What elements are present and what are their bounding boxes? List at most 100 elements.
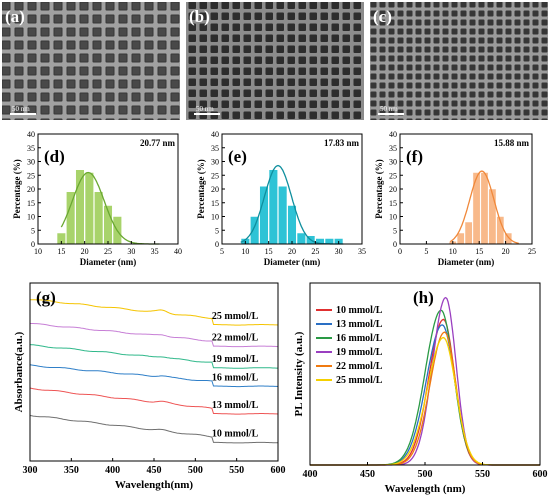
y-tick-label: 15 <box>389 199 397 208</box>
mean-size-label: 15.88 nm <box>494 138 530 148</box>
tem-image-a: 50 nm (a) <box>2 2 180 120</box>
x-tick-label: 20 <box>81 247 89 256</box>
y-tick-label: 10 <box>27 213 35 222</box>
x-tick-label: 300 <box>23 465 38 476</box>
hist-bar-d <box>66 191 76 245</box>
x-tick-label: 400 <box>105 465 120 476</box>
series-label: 25 mmol/L <box>212 311 259 322</box>
x-tick-label: 35 <box>151 247 159 256</box>
legend-label: 16 mmol/L <box>336 333 383 344</box>
x-tick-label: 450 <box>360 469 375 480</box>
histogram-f: 0 5 10 15 20 25 0 5 10 15 20 25 30 35 40 Diameter (nm) P… <box>374 130 536 267</box>
hist-bar-f <box>464 221 473 245</box>
x-tick-label: 500 <box>418 469 433 480</box>
hist-bar-e <box>259 186 269 245</box>
x-tick-label: 15 <box>265 247 273 256</box>
x-tick-label: 450 <box>147 465 162 476</box>
y-tick-label: 30 <box>211 158 219 167</box>
hist-bar-d <box>84 172 94 245</box>
hist-bar-e <box>250 216 260 245</box>
series-label: 19 mmol/L <box>212 354 259 365</box>
mean-size-label: 17.83 nm <box>324 138 360 148</box>
absorbance-line <box>29 415 278 444</box>
x-tick-label: 35 <box>358 247 366 256</box>
legend-label: 10 mmol/L <box>336 305 383 316</box>
hist-bar-d <box>94 191 104 245</box>
y-tick-label: 30 <box>27 158 35 167</box>
x-axis-label: Wavelength(nm) <box>115 479 194 491</box>
x-tick-label: 600 <box>271 465 286 476</box>
x-tick-label: 0 <box>398 247 402 256</box>
panel-label-d: (d) <box>44 147 65 166</box>
mean-size-label: 20.77 nm <box>140 138 176 148</box>
y-tick-label: 0 <box>31 240 35 249</box>
y-tick-label: 10 <box>389 213 397 222</box>
x-tick-label: 25 <box>528 247 536 256</box>
x-tick-label: 10 <box>449 247 457 256</box>
y-tick-label: 20 <box>27 185 35 194</box>
y-axis-label: Absorbance(a.u.) <box>13 331 25 412</box>
hist-bar-e <box>278 186 288 245</box>
y-tick-label: 35 <box>389 144 397 153</box>
fit-curve-f <box>449 170 519 244</box>
pl-line <box>310 324 540 466</box>
y-tick-label: 5 <box>31 226 35 235</box>
x-tick-label: 30 <box>335 247 343 256</box>
y-tick-label: 5 <box>393 226 397 235</box>
y-tick-label: 20 <box>211 185 219 194</box>
tem-image-c: 50 nm (c) <box>370 2 548 120</box>
x-axis-label: Diameter (nm) <box>438 257 495 267</box>
series-label: 22 mmol/L <box>212 332 259 343</box>
absorbance-line <box>29 344 278 369</box>
panel-label-a: (a) <box>5 7 25 26</box>
absorbance-line <box>29 387 279 415</box>
y-tick-label: 0 <box>393 240 397 249</box>
x-axis-label: Wavelength (nm) <box>385 483 466 495</box>
x-axis-label: Diameter (nm) <box>80 257 137 267</box>
histogram-d: 10 15 20 25 30 35 40 0 5 10 15 20 25 30 35 40 Diameter (… <box>12 130 182 267</box>
x-tick-label: 20 <box>502 247 510 256</box>
panel-label-c: (c) <box>373 7 392 26</box>
tem-image-b: 50 nm (b) <box>186 2 364 120</box>
series-label: 13 mmol/L <box>212 400 259 411</box>
y-tick-label: 15 <box>27 199 35 208</box>
x-tick-label: 5 <box>424 247 428 256</box>
y-tick-label: 25 <box>27 171 35 180</box>
y-axis-label: PL Intensity (a.u.) <box>293 331 305 416</box>
pl-chart: 10 mmol/L 13 mmol/L 16 mmol/L 19 mmol/L 22 m… <box>293 282 548 495</box>
y-tick-label: 15 <box>211 199 219 208</box>
x-tick-label: 30 <box>127 247 135 256</box>
y-axis-label: Percentage (%) <box>196 159 206 219</box>
hist-bar-f <box>488 188 497 245</box>
panel-label-f: (f) <box>406 147 423 166</box>
x-tick-label: 350 <box>64 465 79 476</box>
x-tick-label: 15 <box>475 247 483 256</box>
hist-bar-e <box>287 205 297 245</box>
x-tick-label: 600 <box>533 469 548 480</box>
legend-label: 25 mmol/L <box>336 375 383 386</box>
y-tick-label: 40 <box>27 130 35 139</box>
absorbance-chart: 25 mmol/L 22 mmol/L 19 mmol/L 16 mmol/L 13 m… <box>13 282 286 491</box>
y-tick-label: 30 <box>389 158 397 167</box>
y-tick-label: 40 <box>389 130 397 139</box>
hist-bar-e <box>268 169 278 245</box>
x-tick-label: 10 <box>241 247 249 256</box>
panel-label-g: (g) <box>36 288 56 307</box>
x-tick-label: 400 <box>303 469 318 480</box>
x-tick-label: 25 <box>104 247 112 256</box>
absorbance-line <box>29 364 279 388</box>
panel-label-b: (b) <box>189 7 210 26</box>
x-tick-label: 25 <box>311 247 319 256</box>
panel-label-h: (h) <box>413 288 434 307</box>
hist-bar-f <box>480 172 489 245</box>
scale-bar-label-a: 50 nm <box>12 105 30 113</box>
x-tick-label: 550 <box>475 469 490 480</box>
absorbance-line <box>29 299 279 326</box>
scale-bar-label-b: 50 nm <box>196 105 214 113</box>
hist-bar-e <box>324 238 334 245</box>
hist-bar-f <box>456 232 465 245</box>
legend-label: 22 mmol/L <box>336 361 383 372</box>
x-tick-label: 20 <box>288 247 296 256</box>
